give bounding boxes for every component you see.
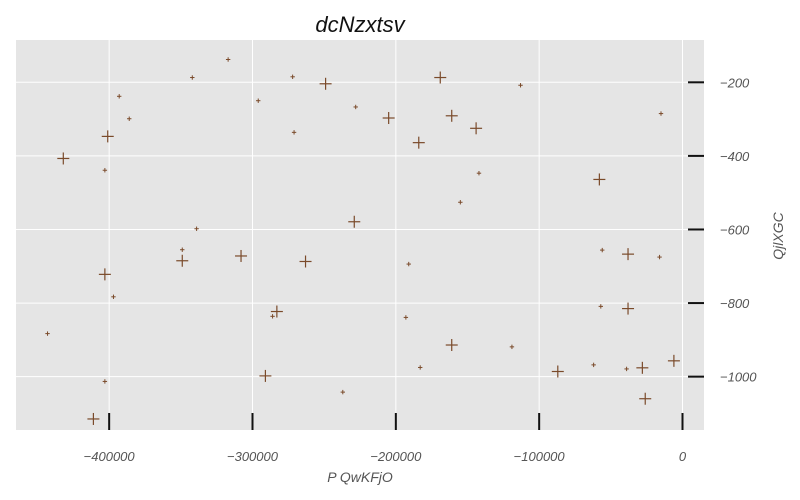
data-point (622, 302, 635, 315)
data-point (102, 168, 108, 173)
plot-area (16, 40, 704, 430)
data-point (445, 339, 458, 352)
data-point (291, 130, 297, 135)
data-point (639, 392, 652, 405)
data-point (270, 305, 283, 318)
data-point (353, 104, 358, 110)
x-tick-label: −400000 (84, 449, 136, 464)
data-point (403, 315, 409, 320)
data-point (591, 362, 596, 368)
data-point (319, 77, 332, 90)
x-tick-label: −300000 (227, 449, 279, 464)
data-point (600, 247, 605, 253)
data-point (194, 226, 199, 231)
data-point (225, 57, 231, 62)
data-point (270, 314, 275, 319)
data-point (476, 170, 482, 176)
data-point (299, 255, 312, 268)
data-point (340, 389, 345, 395)
data-point (235, 249, 248, 262)
data-point (458, 200, 463, 205)
y-axis-label: QjlXGC (770, 211, 786, 259)
data-point (111, 294, 116, 300)
data-point (87, 412, 100, 425)
data-point (102, 379, 108, 384)
data-point (624, 366, 629, 372)
y-tick-label: −200 (720, 75, 750, 90)
data-point (418, 365, 423, 370)
y-tick-label: −800 (720, 296, 750, 311)
x-tick-label: −200000 (370, 449, 422, 464)
data-point (658, 111, 664, 116)
data-point (622, 248, 635, 261)
data-point (598, 304, 603, 309)
data-point (412, 136, 425, 149)
data-point (45, 331, 50, 336)
y-tick-label: −600 (720, 222, 750, 237)
data-point (470, 122, 483, 135)
data-point (382, 112, 395, 124)
data-point (127, 116, 132, 121)
y-tick-label: −1000 (720, 370, 757, 385)
y-tick-label: −400 (720, 149, 750, 164)
data-point (98, 268, 111, 281)
data-point (657, 254, 662, 260)
data-point (434, 71, 447, 84)
x-tick-label: −100000 (514, 449, 566, 464)
data-point (117, 94, 122, 99)
data-point (509, 344, 515, 350)
data-point (406, 261, 411, 267)
chart-title: dcNzxtsv (315, 12, 406, 37)
x-tick-label: 0 (679, 449, 687, 464)
data-points (45, 57, 680, 425)
data-point (667, 354, 680, 367)
data-point (518, 83, 523, 88)
data-point (348, 215, 361, 228)
data-point (101, 130, 114, 143)
x-axis-label: P QwKFjO (327, 469, 393, 485)
y-axis-ticks: −200 −400 −600 −800 −1000 (688, 75, 757, 385)
data-point (57, 152, 70, 165)
data-point (259, 369, 272, 382)
data-point (551, 365, 564, 378)
data-point (290, 74, 295, 79)
data-point (593, 173, 606, 186)
data-point (176, 254, 189, 267)
data-point (180, 247, 185, 252)
grid-lines (16, 40, 704, 430)
data-point (256, 98, 261, 103)
data-point (445, 109, 458, 122)
x-axis-ticks: −400000 −300000 −200000 −100000 0 (84, 413, 687, 464)
data-point (190, 75, 195, 80)
data-point (636, 361, 649, 374)
